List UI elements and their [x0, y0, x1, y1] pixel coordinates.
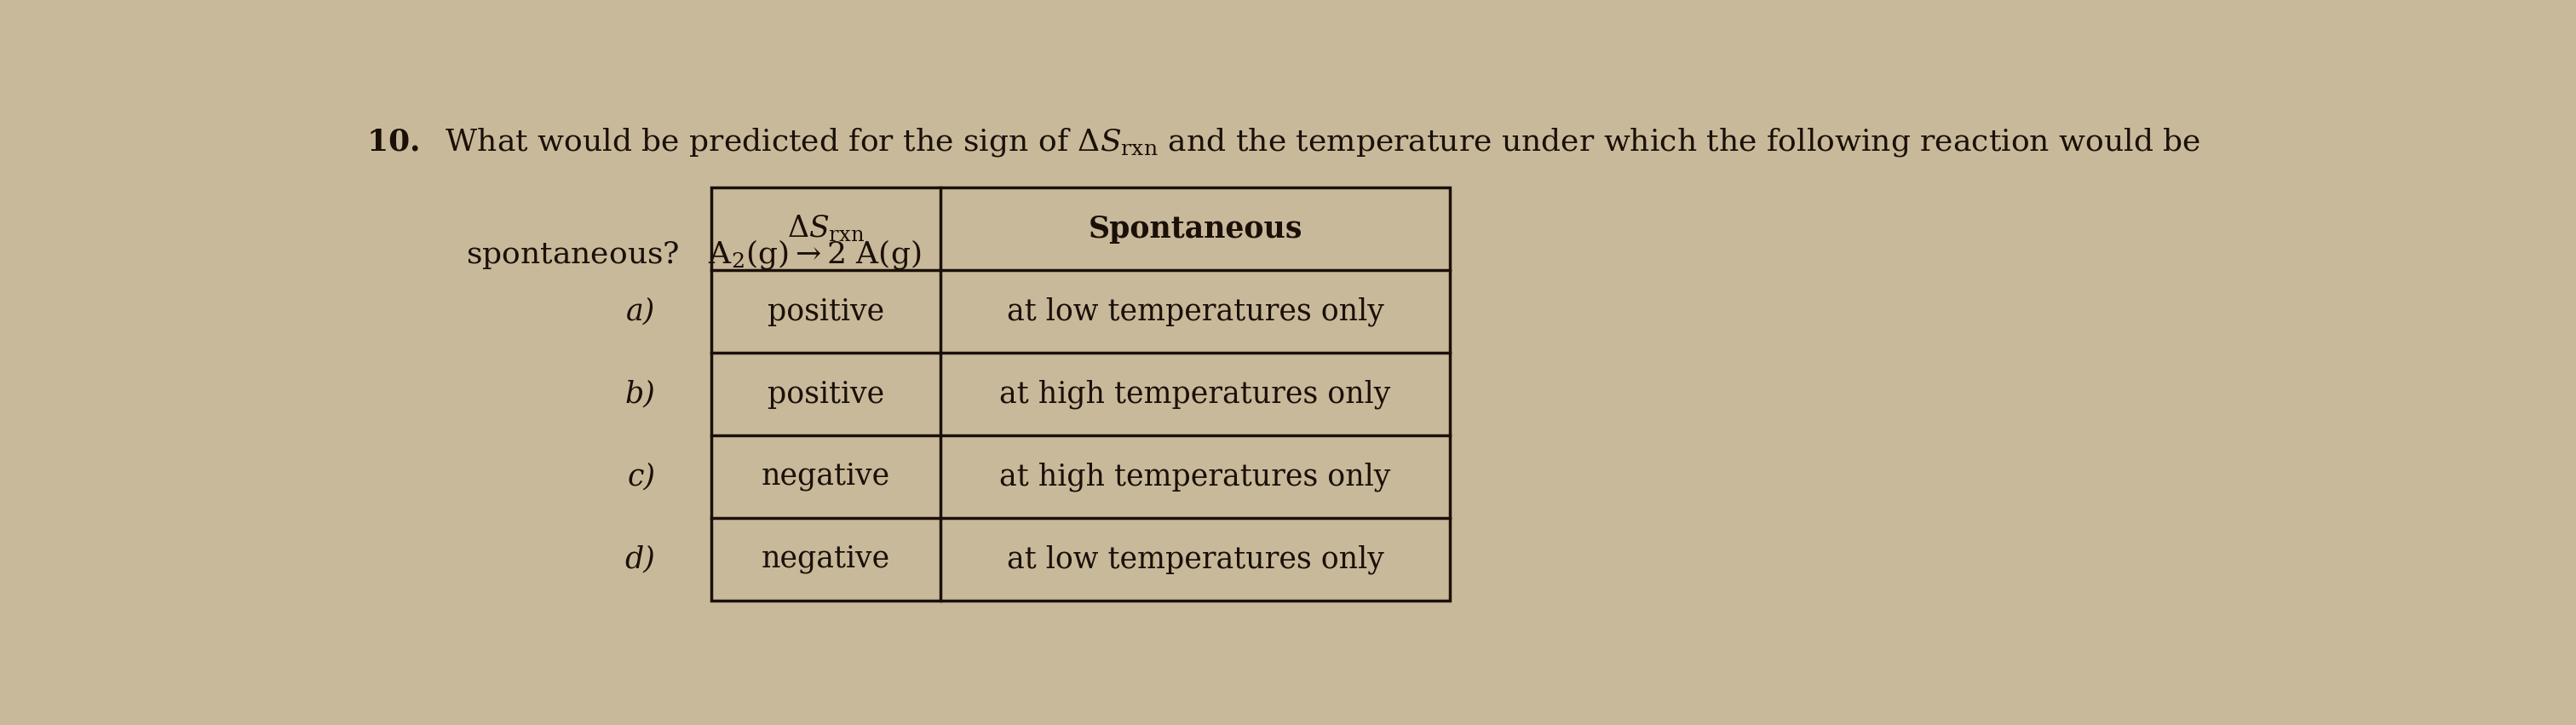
Text: c): c) [629, 462, 654, 491]
Text: a): a) [626, 297, 654, 326]
Bar [711, 188, 1450, 600]
Text: at low temperatures only: at low temperatures only [1007, 544, 1383, 574]
Text: positive: positive [768, 297, 884, 326]
Text: positive: positive [768, 380, 884, 408]
Text: negative: negative [762, 462, 891, 491]
Text: d): d) [626, 544, 654, 573]
Text: at high temperatures only: at high temperatures only [999, 462, 1391, 492]
Text: Spontaneous: Spontaneous [1087, 215, 1303, 244]
Text: b): b) [626, 380, 654, 408]
Text: at high temperatures only: at high temperatures only [999, 379, 1391, 409]
Text: $\Delta S_{\mathrm{rxn}}$: $\Delta S_{\mathrm{rxn}}$ [786, 214, 866, 244]
Text: spontaneous?   $\mathrm{A_2(g) \rightarrow 2\ A(g)}$: spontaneous? $\mathrm{A_2(g) \rightarrow… [466, 238, 922, 271]
Text: $\mathbf{10.}$  What would be predicted for the sign of $\Delta S_{\mathrm{rxn}}: $\mathbf{10.}$ What would be predicted f… [366, 126, 2200, 159]
Text: at low temperatures only: at low temperatures only [1007, 297, 1383, 326]
Text: negative: negative [762, 544, 891, 573]
